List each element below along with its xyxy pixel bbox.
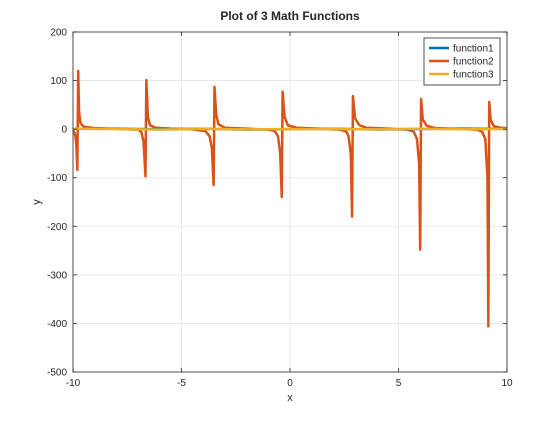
ticks: -10 -5 0 5 10 200 100 0 -100 -200 -300 -400 -500 [47, 28, 513, 390]
x-axis-label: x [287, 392, 293, 404]
legend-label-function3: function3 [453, 70, 494, 81]
y-tick-label: -100 [47, 173, 67, 184]
y-tick-label: -300 [47, 270, 67, 281]
y-tick-label: -500 [47, 368, 67, 379]
y-tick-label: -200 [47, 222, 67, 233]
x-tick-label: -10 [66, 378, 81, 389]
y-tick-label: -400 [47, 319, 67, 330]
series-group [73, 69, 507, 328]
x-tick-label: 10 [501, 378, 513, 389]
y-axis-label: y [31, 199, 43, 205]
legend-label-function1: function1 [453, 44, 494, 55]
y-tick-label: 0 [61, 125, 67, 136]
x-tick-label: 5 [396, 378, 402, 389]
y-tick-label: 100 [50, 76, 67, 87]
series-line-function2 [73, 69, 507, 328]
legend-label-function2: function2 [453, 57, 494, 68]
series-line-function3 [73, 127, 507, 131]
x-tick-label: 0 [287, 378, 293, 389]
legend: function1 function2 function3 [423, 37, 501, 86]
chart-title: Plot of 3 Math Functions [220, 9, 360, 23]
x-tick-label: -5 [177, 378, 186, 389]
series-layer [73, 69, 507, 328]
y-tick-label: 200 [50, 28, 67, 39]
